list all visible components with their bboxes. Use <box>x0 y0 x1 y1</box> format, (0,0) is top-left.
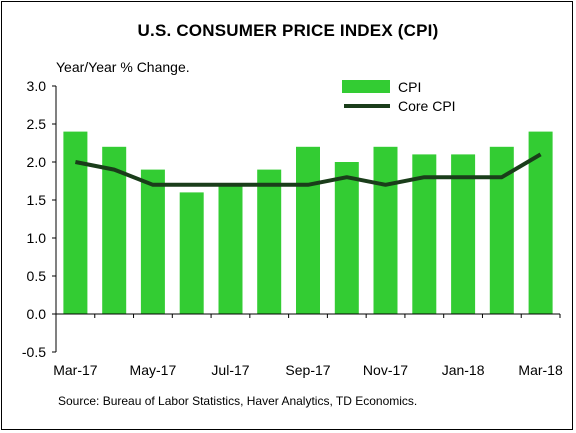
legend-cpi-label: CPI <box>398 79 421 95</box>
y-tick-labels: 3.0 2.5 2.0 1.5 1.0 0.5 0.0 -0.5 <box>22 78 46 360</box>
legend: CPI Core CPI <box>342 79 456 114</box>
cpi-bar-Oct-17 <box>334 162 359 314</box>
cpi-bar-Sep-17 <box>296 146 320 314</box>
y-axis-label: Year/Year % Change. <box>56 59 190 75</box>
x-tick-label: Jan-18 <box>442 362 485 378</box>
cpi-bars <box>63 131 553 314</box>
cpi-bar-Mar-18 <box>528 131 553 314</box>
y-tick-label: 3.0 <box>27 78 47 94</box>
y-tick-label: 0.0 <box>27 306 47 322</box>
y-tick-label: 1.0 <box>27 230 47 246</box>
x-tick-label: May-17 <box>130 362 177 378</box>
x-tick-label: Jul-17 <box>211 362 249 378</box>
cpi-bar-Jan-18 <box>451 154 476 314</box>
y-tick-label: -0.5 <box>22 344 46 360</box>
legend-core-cpi-label: Core CPI <box>398 98 456 114</box>
cpi-bar-Jul-17 <box>218 184 243 314</box>
axes <box>52 85 561 353</box>
x-tick-labels: Mar-17 May-17 Jul-17 Sep-17 Nov-17 Jan-18 Mar-… <box>53 362 563 378</box>
cpi-bar-May-17 <box>140 169 165 314</box>
cpi-bar-Nov-17 <box>373 146 398 314</box>
chart-title: U.S. CONSUMER PRICE INDEX (CPI) <box>137 21 439 40</box>
y-tick-label: 2.5 <box>27 116 47 132</box>
cpi-bar-Jun-17 <box>179 192 204 314</box>
x-tick-label: Nov-17 <box>363 362 408 378</box>
legend-cpi-swatch <box>342 80 390 93</box>
source-note: Source: Bureau of Labor Statistics, Have… <box>58 394 418 408</box>
core-cpi-line-group <box>75 152 542 187</box>
cpi-bar-Aug-17 <box>257 169 282 314</box>
x-tick-label: Mar-17 <box>53 362 98 378</box>
y-tick-label: 1.5 <box>27 192 47 208</box>
cpi-bar-Mar-17 <box>63 131 88 314</box>
y-tick-label: 2.0 <box>27 154 47 170</box>
x-tick-label: Mar-18 <box>518 362 563 378</box>
y-tick-label: 0.5 <box>27 268 47 284</box>
x-tick-label: Sep-17 <box>285 362 330 378</box>
cpi-bar-Dec-17 <box>412 154 437 314</box>
